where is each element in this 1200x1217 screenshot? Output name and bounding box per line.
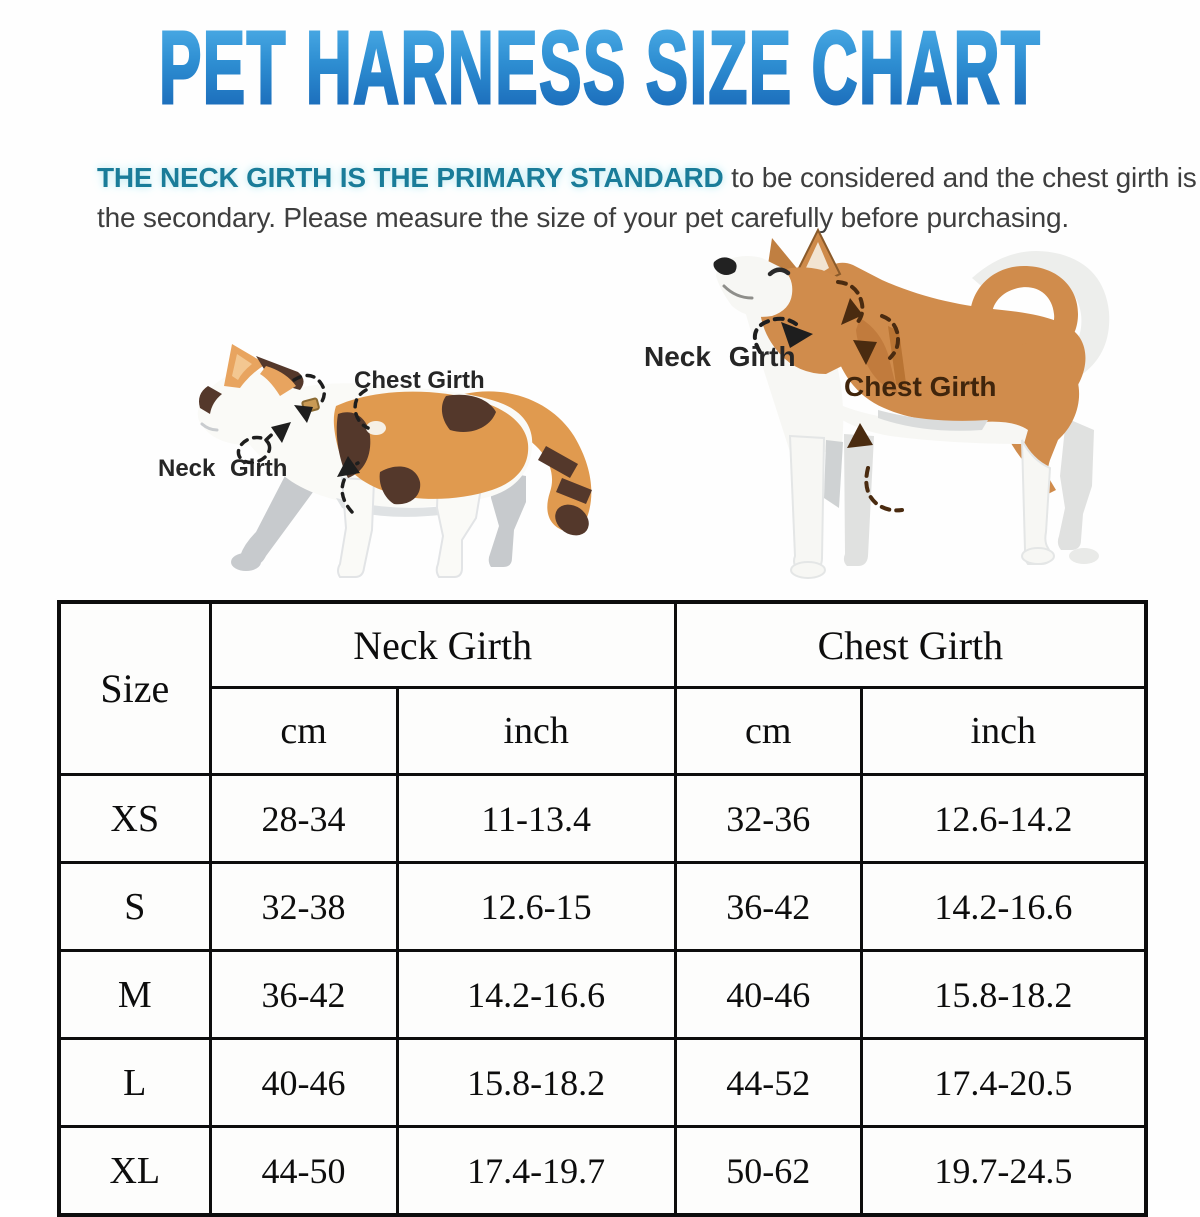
header-neck-girth: Neck Girth bbox=[208, 600, 677, 689]
header-chest-girth: Chest Girth bbox=[673, 600, 1148, 689]
cat-neck-girth-label: Neck Girth bbox=[158, 455, 287, 482]
dog-chest-bottom-arrow-icon bbox=[847, 423, 873, 448]
cell-neck-inch: 12.6-15 bbox=[395, 861, 677, 952]
cat-arrowheads bbox=[271, 405, 360, 477]
dog-neck-top-arrow-icon bbox=[841, 298, 863, 325]
cell-chest-cm: 36-42 bbox=[673, 861, 863, 952]
intro-highlight: THE NECK GIRTH IS THE PRIMARY STANDARD bbox=[97, 162, 724, 193]
dog-nose-icon bbox=[713, 257, 737, 275]
table-row-l: L 40-46 15.8-18.2 44-52 17.4-20.5 bbox=[57, 1037, 1148, 1128]
cell-chest-inch: 15.8-18.2 bbox=[859, 949, 1148, 1040]
cat-neck-top-hook bbox=[292, 373, 326, 405]
cell-chest-inch: 12.6-14.2 bbox=[859, 773, 1148, 864]
header-size: Size bbox=[57, 600, 212, 776]
cell-neck-inch: 15.8-18.2 bbox=[395, 1037, 677, 1128]
dog-illustration: Neck Girth Chest Girth bbox=[644, 227, 1110, 579]
dog-tail bbox=[970, 266, 1078, 356]
intro-line1-rest: to be considered and the chest girth is bbox=[723, 162, 1197, 193]
cat-chest-top-hook bbox=[353, 388, 370, 430]
cell-chest-cm: 40-46 bbox=[673, 949, 863, 1040]
table-row-m: M 36-42 14.2-16.6 40-46 15.8-18.2 bbox=[57, 949, 1148, 1040]
dog-haunch bbox=[1000, 342, 1080, 495]
dog-neck-top-arc bbox=[836, 280, 865, 326]
cat-chest-bottom-arc bbox=[340, 461, 360, 514]
size-chart-table: Size Neck Girth Chest Girth cm inch cm i… bbox=[57, 600, 1148, 1217]
cell-size: L bbox=[57, 1037, 212, 1128]
intro-line2: the secondary. Please measure the size o… bbox=[97, 202, 1070, 233]
header-neck-inch: inch bbox=[395, 686, 677, 776]
cell-neck-cm: 28-34 bbox=[208, 773, 399, 864]
cat-illustration: Neck Girth Chest Girth bbox=[158, 344, 592, 578]
dog-neck-arrow-icon bbox=[781, 322, 813, 348]
dog-eye-icon bbox=[767, 267, 791, 277]
dog-head bbox=[713, 256, 865, 374]
cell-chest-inch: 17.4-20.5 bbox=[859, 1037, 1148, 1128]
cell-neck-cm: 44-50 bbox=[208, 1125, 399, 1217]
dog-chest-top-hook bbox=[880, 314, 901, 360]
header-neck-cm: cm bbox=[208, 686, 399, 776]
cat-far-legs bbox=[231, 470, 526, 571]
cell-size: XS bbox=[57, 773, 212, 864]
cell-neck-cm: 32-38 bbox=[208, 861, 399, 952]
cat-chest-bottom-arrow-icon bbox=[337, 456, 360, 477]
cell-size: M bbox=[57, 949, 212, 1040]
dog-neck-girth-label: Neck Girth bbox=[644, 341, 796, 372]
dog-arrowheads bbox=[841, 298, 877, 448]
cell-neck-cm: 36-42 bbox=[208, 949, 399, 1040]
cell-size: XL bbox=[57, 1125, 212, 1217]
page-title: PET HARNESS SIZE CHART bbox=[159, 10, 1041, 125]
cell-chest-cm: 50-62 bbox=[673, 1125, 863, 1217]
table-row-xl: XL 44-50 17.4-19.7 50-62 19.7-24.5 bbox=[57, 1125, 1148, 1217]
cell-neck-inch: 11-13.4 bbox=[395, 773, 677, 864]
cat-neck-arrow-icon bbox=[271, 422, 291, 443]
cell-size: S bbox=[57, 861, 212, 952]
table-row-s: S 32-38 12.6-15 36-42 14.2-16.6 bbox=[57, 861, 1148, 952]
page-title-banner: PET HARNESS SIZE CHART bbox=[158, 9, 1041, 127]
dog-neck-measure bbox=[752, 316, 798, 354]
dog-chest-bottom-arc bbox=[864, 466, 904, 513]
intro-text: THE NECK GIRTH IS THE PRIMARY STANDARD t… bbox=[97, 158, 1197, 238]
dog-neck-girth-loop bbox=[752, 316, 798, 354]
dog-neck-shading bbox=[856, 318, 907, 394]
dog-chest-top-arrow-icon bbox=[853, 340, 877, 365]
header-chest-inch: inch bbox=[859, 686, 1148, 776]
header-chest-cm: cm bbox=[673, 686, 863, 776]
dog-chest-measure bbox=[836, 280, 904, 513]
cat-near-legs bbox=[337, 476, 484, 578]
cat-neck-top-arrow-icon bbox=[294, 405, 313, 423]
table-row-xs: XS 28-34 11-13.4 32-36 12.6-14.2 bbox=[57, 773, 1148, 864]
cat-neck-girth-loop bbox=[236, 435, 272, 465]
cat-chest-girth-label: Chest Girth bbox=[354, 367, 485, 394]
cell-chest-inch: 19.7-24.5 bbox=[859, 1125, 1148, 1217]
cell-chest-cm: 32-36 bbox=[673, 773, 863, 864]
cell-chest-inch: 14.2-16.6 bbox=[859, 861, 1148, 952]
cell-neck-inch: 14.2-16.6 bbox=[395, 949, 677, 1040]
cell-chest-cm: 44-52 bbox=[673, 1037, 863, 1128]
cell-neck-inch: 17.4-19.7 bbox=[395, 1125, 677, 1217]
cell-neck-cm: 40-46 bbox=[208, 1037, 399, 1128]
dog-chest-girth-label: Chest Girth bbox=[844, 371, 996, 402]
